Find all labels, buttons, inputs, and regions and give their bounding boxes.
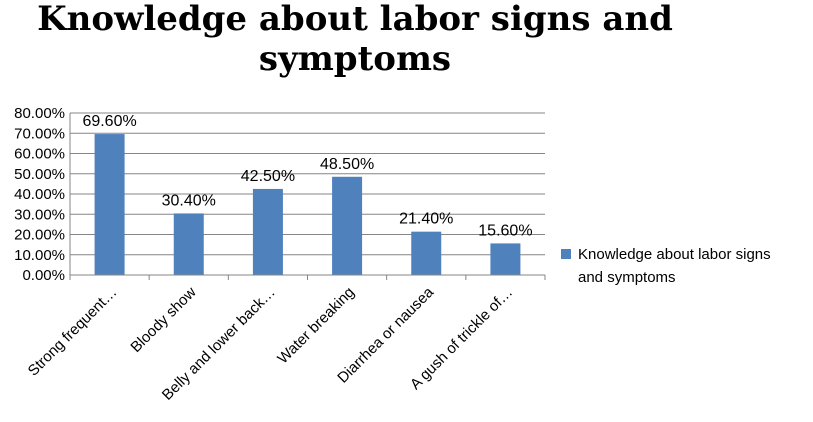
data-label: 48.50% <box>320 156 374 173</box>
y-tick-label: 50.00% <box>14 166 65 183</box>
y-axis: 0.00% 10.00% 20.00% 30.00% 40.00% 50.00% 60.00… <box>14 105 71 284</box>
y-tick-label: 30.00% <box>14 206 65 223</box>
legend-label-line-2: and symptoms <box>578 269 676 286</box>
y-tick-label: 10.00% <box>14 247 65 264</box>
x-category-label: Bloody show <box>127 284 199 356</box>
data-label: 69.60% <box>82 113 136 130</box>
data-label: 42.50% <box>241 168 295 185</box>
bar <box>490 243 521 275</box>
bar <box>332 176 363 275</box>
y-tick-label: 60.00% <box>14 146 65 163</box>
y-tick-label: 80.00% <box>14 105 65 122</box>
y-tick-label: 20.00% <box>14 227 65 244</box>
legend-swatch <box>561 249 571 259</box>
data-labels: 69.60% 30.40% 42.50% 48.50% 21.40% 15.60% <box>82 113 532 239</box>
bar <box>411 231 442 275</box>
x-category-label: Strong frequent… <box>25 284 121 380</box>
chart-title-line-1: Knowledge about labor signs and <box>37 0 673 39</box>
x-category-label: Water breaking <box>274 284 358 368</box>
legend: Knowledge about labor signs and symptoms <box>561 246 771 286</box>
data-label: 30.40% <box>162 192 216 209</box>
bar <box>94 134 125 275</box>
y-tick-label: 70.00% <box>14 125 65 142</box>
chart-title-line-2: symptoms <box>259 39 451 79</box>
legend-label-line-1: Knowledge about labor signs <box>578 246 771 263</box>
bar <box>252 188 283 275</box>
bar <box>173 213 204 275</box>
y-tick-label: 40.00% <box>14 186 65 203</box>
y-tick-label: 0.00% <box>22 267 65 284</box>
data-label: 21.40% <box>399 211 453 228</box>
bars <box>94 134 521 275</box>
data-label: 15.60% <box>478 222 532 239</box>
gridlines <box>70 112 545 276</box>
